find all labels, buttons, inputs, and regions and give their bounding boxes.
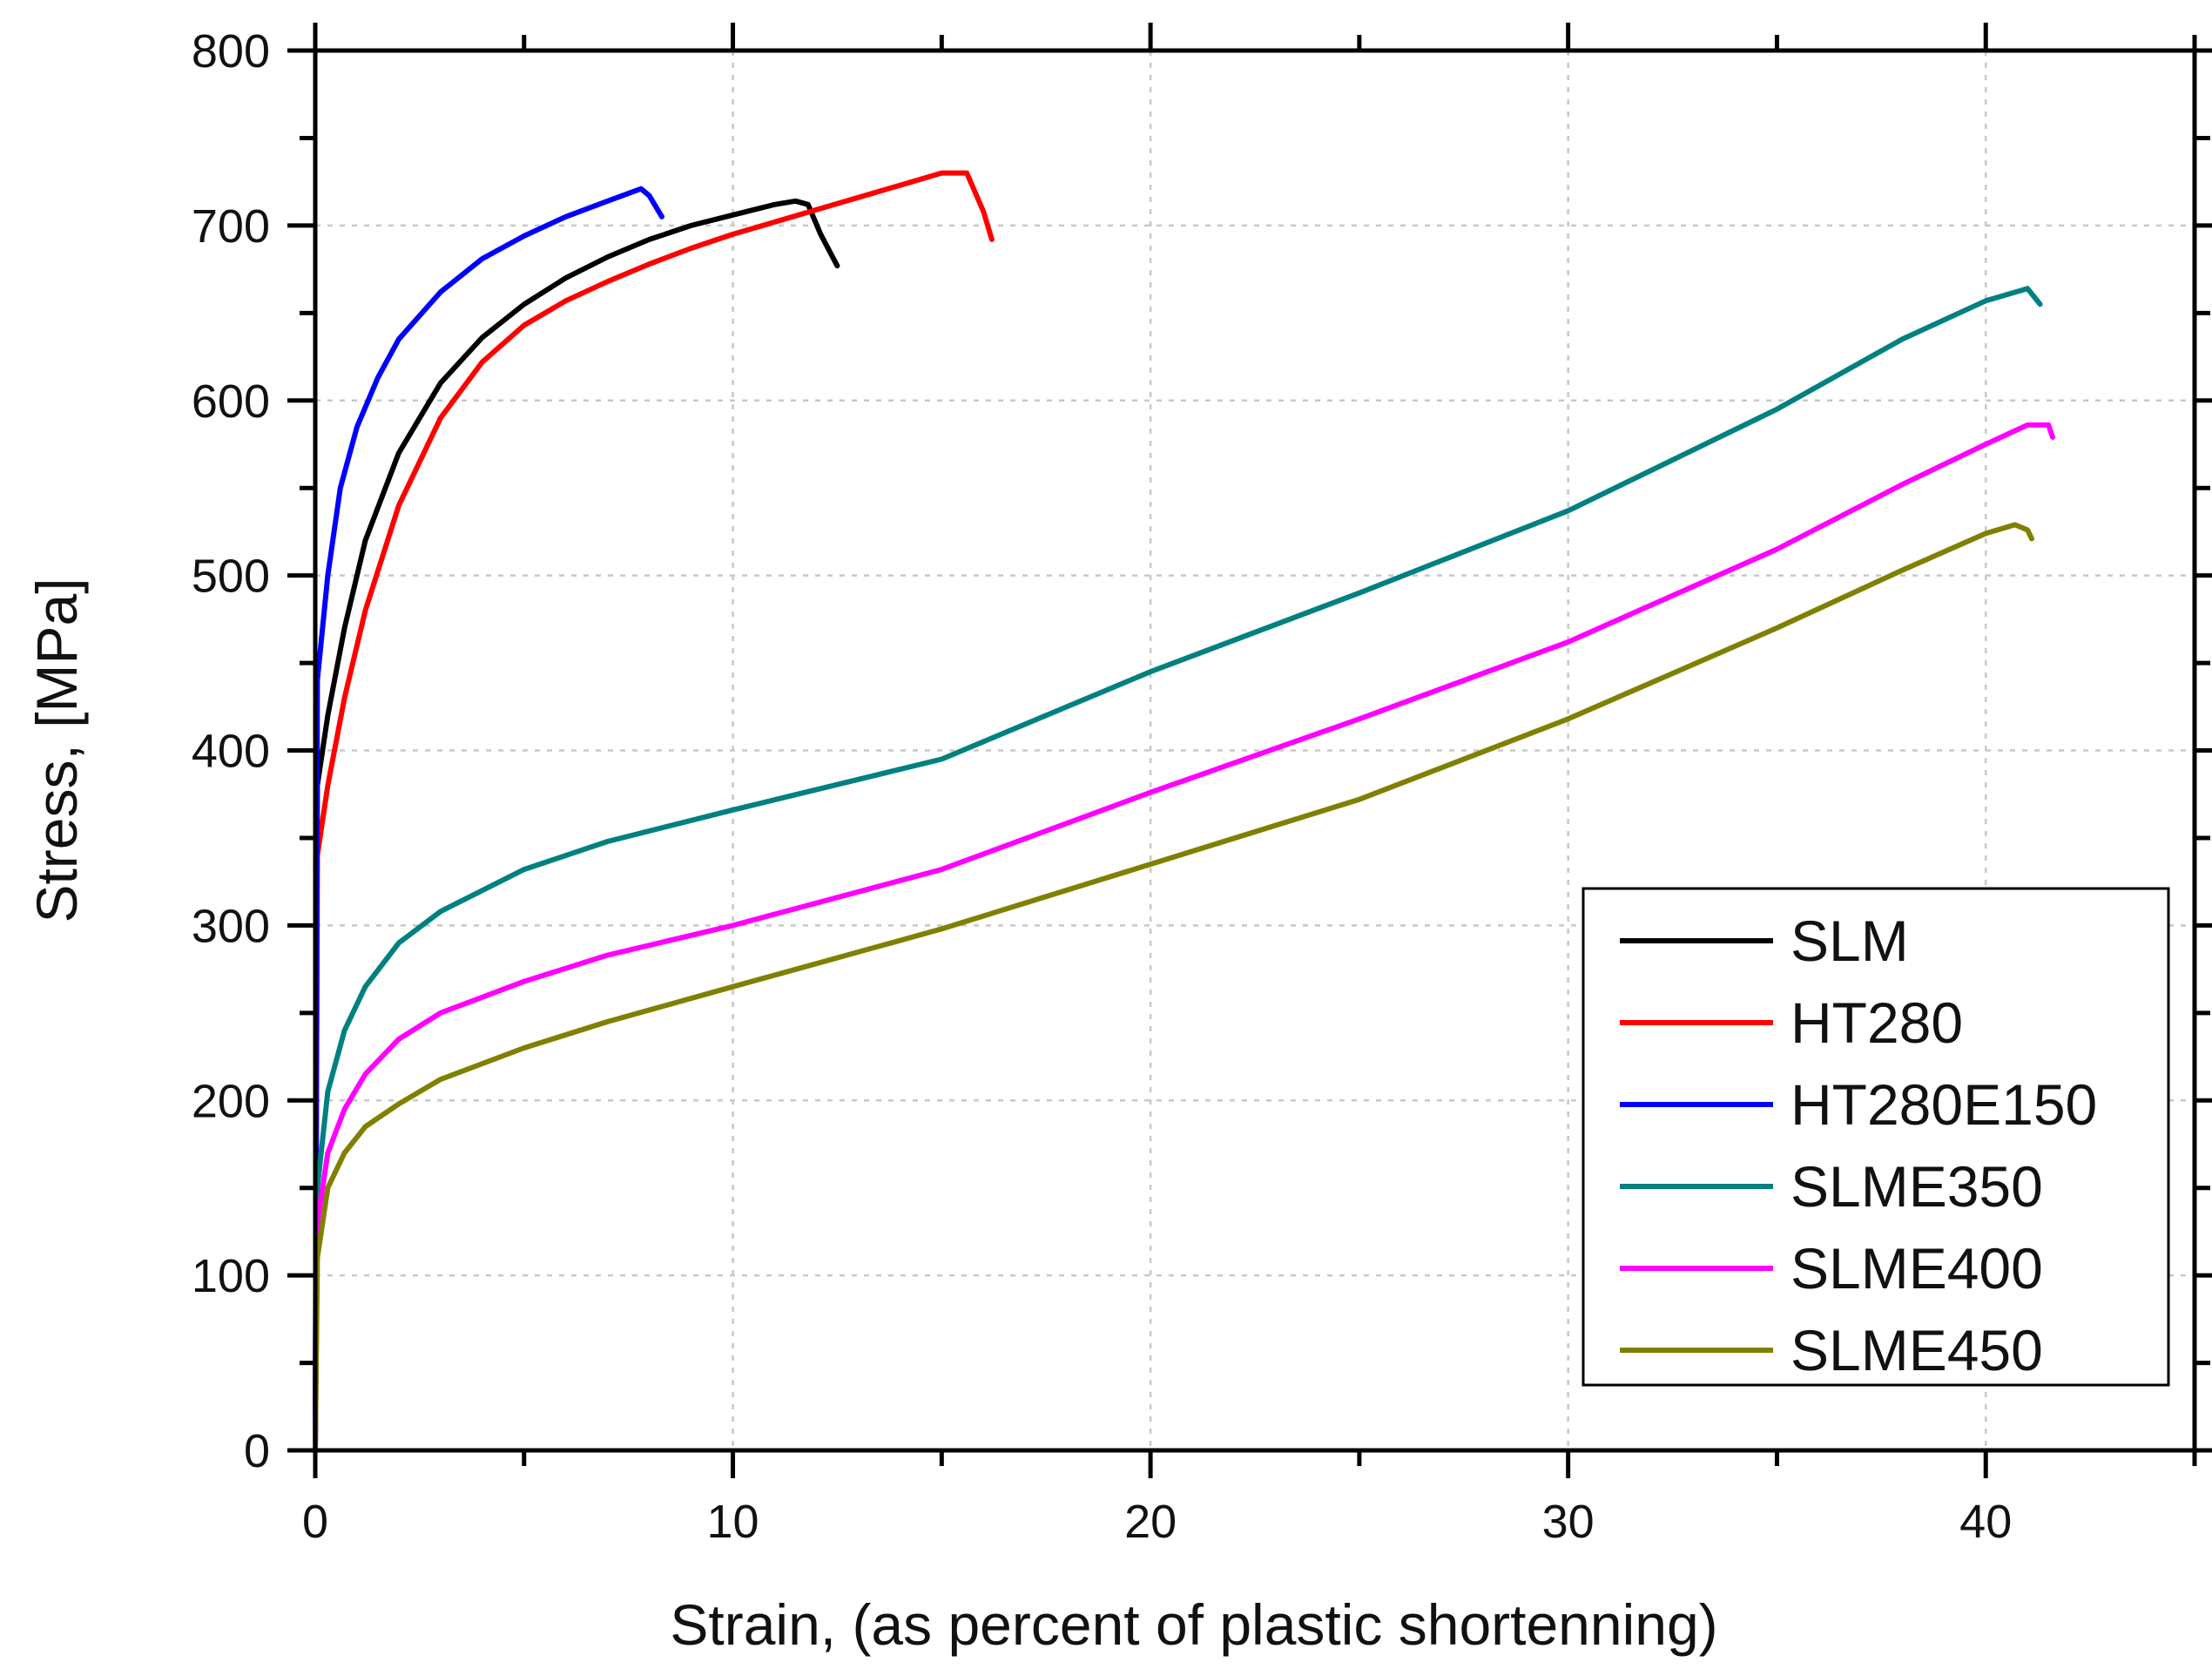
y-tick-label: 200 <box>192 1075 270 1127</box>
y-tick-label: 600 <box>192 375 270 428</box>
x-tick-label: 30 <box>1542 1496 1595 1548</box>
legend: SLM HT280 HT280E150 SLME350 SLME400 SLME450 <box>1581 887 2170 1387</box>
legend-label: SLME400 <box>1791 1236 2043 1301</box>
y-tick-label: 100 <box>192 1250 270 1302</box>
x-tick-label: 10 <box>707 1496 759 1548</box>
series-lines <box>313 170 2055 1453</box>
series-line-slme450 <box>313 522 2034 1453</box>
series-line-slme350 <box>313 286 2043 1453</box>
y-axis-title: Stress, [MPa] <box>24 578 89 922</box>
legend-label: SLM <box>1791 909 1909 973</box>
legend-box <box>1581 887 2170 1387</box>
y-tick-label: 500 <box>192 551 270 603</box>
x-tick-label: 20 <box>1124 1496 1177 1548</box>
axis-ticks <box>287 23 2212 1478</box>
legend-label: SLME450 <box>1791 1318 2043 1382</box>
x-tick-label: 40 <box>1959 1496 2012 1548</box>
x-axis-title: Strain, (as percent of plastic shortenni… <box>670 1592 1717 1657</box>
y-tick-label: 700 <box>192 200 270 253</box>
series-line-ht280 <box>313 170 995 1453</box>
legend-label: HT280E150 <box>1791 1072 2097 1137</box>
series-line-slm <box>313 198 840 1453</box>
y-tick-label: 0 <box>244 1425 270 1477</box>
grid-lines <box>315 51 2195 1450</box>
series-line-slme400 <box>313 422 2055 1453</box>
x-tick-label: 0 <box>302 1496 328 1548</box>
y-tick-label: 300 <box>192 900 270 952</box>
legend-label: HT280 <box>1791 990 1963 1055</box>
series-line-ht280e150 <box>313 186 664 1453</box>
legend-label: SLME350 <box>1791 1154 2043 1219</box>
y-tick-label: 400 <box>192 726 270 778</box>
y-tick-label: 800 <box>192 25 270 78</box>
